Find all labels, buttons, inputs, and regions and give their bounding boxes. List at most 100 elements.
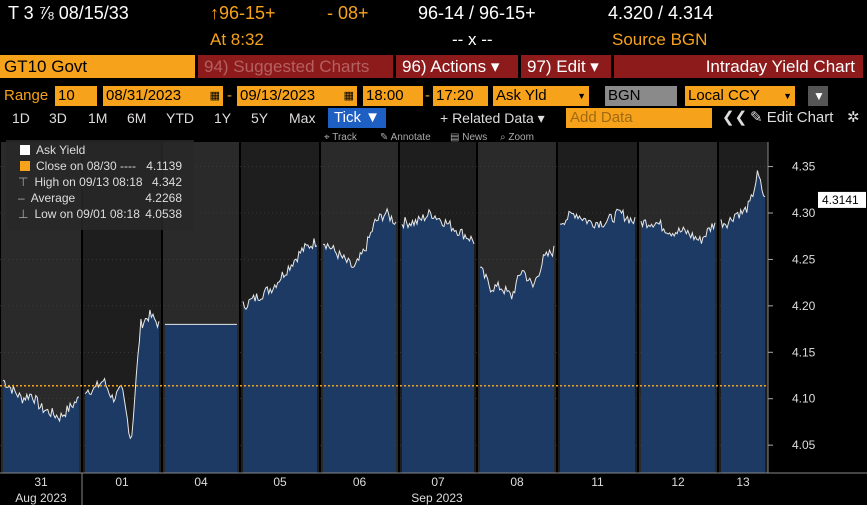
last-value-flag (818, 191, 866, 208)
currency-select[interactable]: Local CCY ▼ (685, 86, 795, 106)
security-name: T 3 ⅞ 08/15/33 (8, 3, 129, 23)
x-day-label: 08 (510, 475, 524, 489)
source-field[interactable]: BGN (605, 86, 677, 106)
period-tabs: 1D 3D 1M 6M YTD 1Y 5Y Max Tick ▼ + Relat… (0, 108, 867, 128)
white-square-icon (20, 145, 30, 155)
x-month-label: Aug 2023 (15, 491, 67, 505)
last-value-label: 4.3141 (822, 193, 859, 207)
x-day-label: 01 (115, 475, 129, 489)
zoom-tool[interactable]: ⌕ Zoom (500, 132, 534, 143)
legend-low: ⊥ Low on 09/01 08:18 4.0538 (18, 207, 182, 221)
end-time-field[interactable]: 17:20 (433, 86, 488, 106)
edit-chart-button[interactable]: ✎ Edit Chart (750, 109, 834, 126)
legend-high: ⊤ High on 09/13 08:18 4.342 (18, 175, 182, 189)
series-area (721, 170, 765, 473)
x-day-label: 04 (194, 475, 208, 489)
tick-select[interactable]: Tick ▼ (328, 108, 386, 128)
range-count-field[interactable]: 10 (55, 86, 97, 106)
series-line (559, 208, 636, 229)
yield-series (2, 170, 766, 474)
chevron-down-icon: ▼ (577, 91, 586, 101)
field-select[interactable]: Ask Yld ▼ (493, 86, 589, 106)
end-date-field[interactable]: 09/13/2023 ▦ (237, 86, 357, 106)
legend-close: Close on 08/30 ---- 4.1139 (20, 159, 188, 173)
series-line (242, 238, 318, 311)
start-time-field[interactable]: 18:00 (363, 86, 423, 106)
chart-toolbar: ⌖ Track ✎ Annotate ▤ News ⌕ Zoom (324, 132, 534, 143)
menu-bar: GT10 Govt 94) Suggested Charts 96) Actio… (0, 54, 867, 79)
pricing-source: Source BGN (612, 30, 708, 49)
x-axis: 31 01 04 05 06 07 08 11 12 13 Aug 2023 Sep 2023 (0, 472, 867, 505)
tab-1m[interactable]: 1M (88, 110, 108, 126)
x-day-label: 07 (431, 475, 445, 489)
series-area (165, 324, 237, 473)
series-area (480, 245, 554, 473)
calendar-icon: ▦ (209, 90, 220, 102)
series-line (2, 379, 80, 423)
edit-menu[interactable]: 97) Edit ▾ (521, 55, 611, 78)
tab-ytd[interactable]: YTD (166, 110, 194, 126)
collapse-button[interactable]: ▼ (808, 86, 828, 106)
suggested-charts-button[interactable]: 94) Suggested Charts (198, 55, 393, 78)
tab-1y[interactable]: 1Y (214, 110, 232, 126)
series-area (560, 209, 635, 474)
bid-ask-prices: 96-14 / 96-15+ (418, 3, 536, 23)
add-data-input[interactable]: Add Data (566, 108, 712, 128)
legend-ask-yield[interactable]: Ask Yield (20, 143, 85, 157)
time-range-dash: - (425, 87, 430, 104)
series-line (84, 309, 160, 440)
quote-row: T 3 ⅞ 08/15/33 ↑96-15+ - 08+ 96-14 / 96-… (0, 0, 867, 28)
field-select-value: Ask Yld (496, 87, 547, 104)
news-tool[interactable]: ▤ News (450, 132, 487, 143)
x-day-label: 13 (736, 475, 750, 489)
y-tick-label: 4.25 (792, 252, 816, 266)
price-change: - 08+ (327, 3, 369, 23)
x-day-label: 31 (34, 475, 48, 489)
track-tool[interactable]: ⌖ Track (324, 132, 358, 143)
series-line (323, 207, 397, 268)
annotate-tool[interactable]: ✎ Annotate (380, 132, 431, 143)
x-day-label: 12 (671, 475, 685, 489)
page-title: Intraday Yield Chart (614, 55, 863, 78)
y-tick-label: 4.20 (792, 299, 816, 313)
tab-max[interactable]: Max (289, 110, 316, 126)
series-line (479, 245, 555, 300)
currency-value: Local CCY (688, 87, 760, 104)
series-line (720, 170, 766, 230)
date-range-dash: - (227, 87, 232, 104)
ticker-field[interactable]: GT10 Govt (0, 55, 195, 78)
y-tick-label: 4.35 (792, 160, 816, 174)
chart-legend: Ask Yield Close on 08/30 ---- 4.1139 ⊤ Hig… (6, 140, 194, 230)
x-month-label: Sep 2023 (411, 491, 463, 505)
tab-6m[interactable]: 6M (127, 110, 147, 126)
y-tick-label: 4.30 (792, 206, 816, 220)
y-axis: 4.05 4.10 4.15 4.20 4.25 4.30 4.35 4.3141 (767, 142, 866, 473)
series-area (323, 208, 396, 473)
average-marker-icon: – (18, 191, 25, 205)
x-day-label: 06 (353, 475, 367, 489)
range-controls: Range 10 08/31/2023 ▦ - 09/13/2023 ▦ 18:00… (0, 86, 867, 108)
related-data-button[interactable]: + Related Data ▾ (440, 110, 545, 126)
series-area (243, 238, 317, 473)
tab-3d[interactable]: 3D (49, 110, 67, 126)
collapse-left-icon[interactable]: ❮❮ (722, 109, 748, 126)
y-tick-label: 4.10 (792, 392, 816, 406)
ask-price: ↑96-15+ (210, 3, 276, 23)
x-day-label: 05 (273, 475, 287, 489)
tab-5y[interactable]: 5Y (251, 110, 269, 126)
start-date-value: 08/31/2023 (106, 87, 182, 104)
start-date-field[interactable]: 08/31/2023 ▦ (103, 86, 223, 106)
chevron-down-icon: ▼ (783, 91, 792, 101)
x-day-label: 11 (591, 475, 604, 489)
calendar-icon: ▦ (343, 90, 354, 102)
bid-ask-size: -- x -- (452, 30, 493, 49)
actions-menu[interactable]: 96) Actions ▾ (396, 55, 518, 78)
series-area (641, 220, 715, 473)
series-area (402, 209, 474, 474)
series-area (85, 309, 159, 473)
series-line (401, 208, 475, 245)
tab-1d[interactable]: 1D (12, 110, 30, 126)
gear-icon[interactable]: ✲ (847, 109, 860, 126)
y-tick-label: 4.05 (792, 438, 816, 452)
bid-ask-yields: 4.320 / 4.314 (608, 3, 714, 23)
